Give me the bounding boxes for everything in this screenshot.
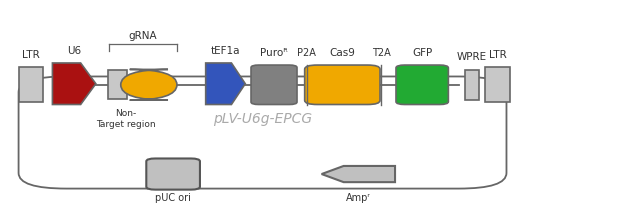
- FancyBboxPatch shape: [19, 76, 506, 189]
- Text: Ampʳ: Ampʳ: [346, 193, 371, 203]
- FancyBboxPatch shape: [396, 65, 449, 104]
- FancyBboxPatch shape: [251, 65, 297, 104]
- Text: T2A: T2A: [372, 48, 390, 58]
- Polygon shape: [52, 63, 96, 104]
- Text: tEF1a: tEF1a: [211, 46, 240, 56]
- FancyBboxPatch shape: [121, 69, 177, 100]
- Text: LTR: LTR: [22, 50, 40, 60]
- Bar: [19, 67, 44, 102]
- Bar: [465, 70, 479, 100]
- Text: P2A: P2A: [297, 48, 316, 58]
- Bar: [485, 67, 509, 102]
- FancyBboxPatch shape: [147, 158, 200, 190]
- Text: U6: U6: [67, 46, 81, 56]
- Polygon shape: [321, 166, 395, 182]
- Text: WPRE: WPRE: [457, 52, 487, 62]
- Text: pLV-U6g-EPCG: pLV-U6g-EPCG: [213, 112, 312, 126]
- Text: gRNA: gRNA: [129, 31, 157, 41]
- Text: Puroᴿ: Puroᴿ: [260, 48, 288, 58]
- Bar: [108, 70, 127, 99]
- Text: LTR: LTR: [489, 50, 506, 60]
- Text: pUC ori: pUC ori: [155, 193, 191, 203]
- Polygon shape: [205, 63, 245, 104]
- FancyBboxPatch shape: [305, 65, 380, 104]
- Text: Non-
Target region: Non- Target region: [96, 109, 156, 129]
- Text: Cas9: Cas9: [330, 48, 355, 58]
- Text: GFP: GFP: [412, 48, 432, 58]
